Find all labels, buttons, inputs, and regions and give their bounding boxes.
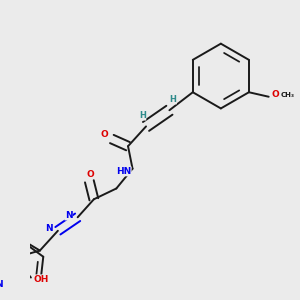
Text: O: O [272,90,280,99]
Text: H: H [139,111,146,120]
Text: H: H [169,95,176,104]
Text: CH₃: CH₃ [280,92,295,98]
Text: O: O [101,130,109,139]
Text: N: N [65,211,73,220]
Text: N: N [0,280,2,289]
Text: HN: HN [116,167,131,176]
Text: O: O [86,169,94,178]
Text: N: N [45,224,53,233]
Text: OH: OH [34,275,50,284]
